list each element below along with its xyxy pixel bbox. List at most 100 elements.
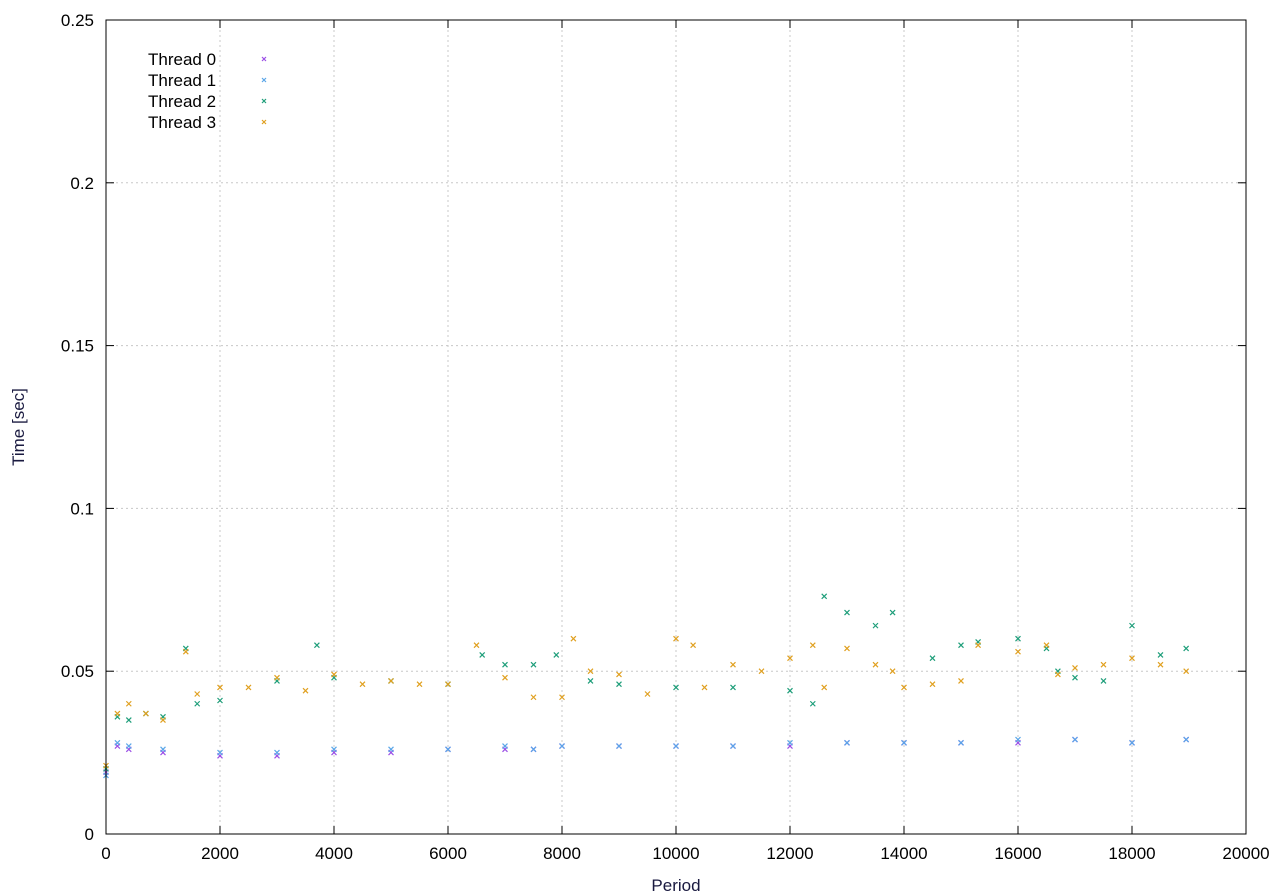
data-point xyxy=(587,668,594,675)
x-tick-label: 0 xyxy=(101,844,110,863)
data-point xyxy=(1072,736,1078,743)
data-point xyxy=(194,691,201,697)
data-point xyxy=(1054,671,1061,678)
y-tick-label: 0.1 xyxy=(70,499,94,518)
data-point xyxy=(975,642,982,649)
data-point xyxy=(1072,674,1078,681)
data-point xyxy=(1043,642,1050,649)
y-tick-label: 0 xyxy=(85,825,94,844)
data-point xyxy=(673,743,679,750)
data-point xyxy=(958,678,964,684)
data-point xyxy=(302,687,309,694)
x-tick-label: 2000 xyxy=(201,844,239,863)
data-point xyxy=(245,684,252,691)
legend-marker xyxy=(261,56,267,62)
data-point xyxy=(644,691,651,697)
data-point xyxy=(313,642,320,649)
y-tick-label: 0.25 xyxy=(61,11,94,30)
x-tick-label: 18000 xyxy=(1108,844,1155,863)
data-point xyxy=(1129,655,1135,662)
data-point xyxy=(479,651,486,658)
data-point xyxy=(114,710,121,717)
legend-label: Thread 2 xyxy=(148,92,216,111)
x-tick-label: 4000 xyxy=(315,844,353,863)
data-point xyxy=(1100,678,1107,684)
legend-label: Thread 3 xyxy=(148,113,216,132)
data-point xyxy=(114,739,121,746)
data-point xyxy=(530,694,537,701)
data-point xyxy=(889,609,896,616)
data-point xyxy=(502,674,508,681)
data-point xyxy=(844,739,850,746)
data-point xyxy=(1100,661,1107,668)
data-point xyxy=(872,622,879,629)
data-point xyxy=(901,739,907,746)
y-tick-label: 0.2 xyxy=(70,174,94,193)
data-point xyxy=(958,642,964,649)
data-point xyxy=(160,746,166,753)
data-point xyxy=(889,668,896,675)
data-point xyxy=(570,635,577,642)
data-point xyxy=(958,739,964,746)
data-point xyxy=(787,687,793,694)
data-point xyxy=(730,743,736,750)
x-tick-label: 6000 xyxy=(429,844,467,863)
data-point xyxy=(616,671,622,678)
data-point xyxy=(1129,622,1135,629)
data-point xyxy=(473,642,480,649)
data-point xyxy=(587,678,594,684)
x-tick-label: 16000 xyxy=(994,844,1041,863)
x-tick-label: 14000 xyxy=(880,844,927,863)
data-point xyxy=(530,746,537,753)
x-tick-label: 10000 xyxy=(652,844,699,863)
data-point xyxy=(445,681,451,688)
data-point xyxy=(901,684,907,691)
legend-marker xyxy=(261,98,267,104)
data-point xyxy=(553,651,560,658)
data-point xyxy=(809,700,816,707)
data-point xyxy=(359,681,366,688)
data-point xyxy=(125,743,132,750)
data-point xyxy=(1183,736,1190,743)
data-point xyxy=(1015,635,1021,642)
legend-marker xyxy=(261,119,267,125)
data-point xyxy=(673,684,679,691)
data-point xyxy=(821,684,828,691)
data-point xyxy=(1072,665,1078,671)
data-point xyxy=(217,684,223,691)
data-point xyxy=(160,717,166,723)
data-point xyxy=(125,700,132,707)
legend-label: Thread 1 xyxy=(148,71,216,90)
data-point xyxy=(809,642,816,649)
data-point xyxy=(502,661,508,668)
y-axis-title: Time [sec] xyxy=(9,388,28,466)
data-point xyxy=(331,671,337,678)
y-tick-label: 0.15 xyxy=(61,337,94,356)
data-point xyxy=(1157,651,1164,658)
data-point xyxy=(929,681,936,688)
data-point xyxy=(787,655,793,662)
data-point xyxy=(388,678,394,684)
data-point xyxy=(787,739,793,746)
x-tick-label: 8000 xyxy=(543,844,581,863)
data-point xyxy=(929,655,936,662)
data-point xyxy=(616,681,622,688)
grid xyxy=(106,20,1246,834)
data-point xyxy=(416,681,423,688)
data-point xyxy=(758,668,765,675)
data-point xyxy=(1183,668,1190,675)
x-axis-title: Period xyxy=(651,876,700,895)
tick-labels: 0 2000 4000 6000 8000 10000 12000 14000 16000 180… xyxy=(61,11,1270,863)
data-point xyxy=(530,661,537,668)
x-tick-label: 12000 xyxy=(766,844,813,863)
data-point xyxy=(701,684,708,691)
data-point xyxy=(502,743,508,750)
data-point xyxy=(872,661,879,668)
x-tick-label: 20000 xyxy=(1222,844,1269,863)
data-point xyxy=(125,717,132,723)
data-points xyxy=(103,593,1190,779)
data-point xyxy=(217,697,223,704)
data-point xyxy=(331,746,337,753)
data-point xyxy=(274,674,280,681)
data-point xyxy=(844,609,850,616)
